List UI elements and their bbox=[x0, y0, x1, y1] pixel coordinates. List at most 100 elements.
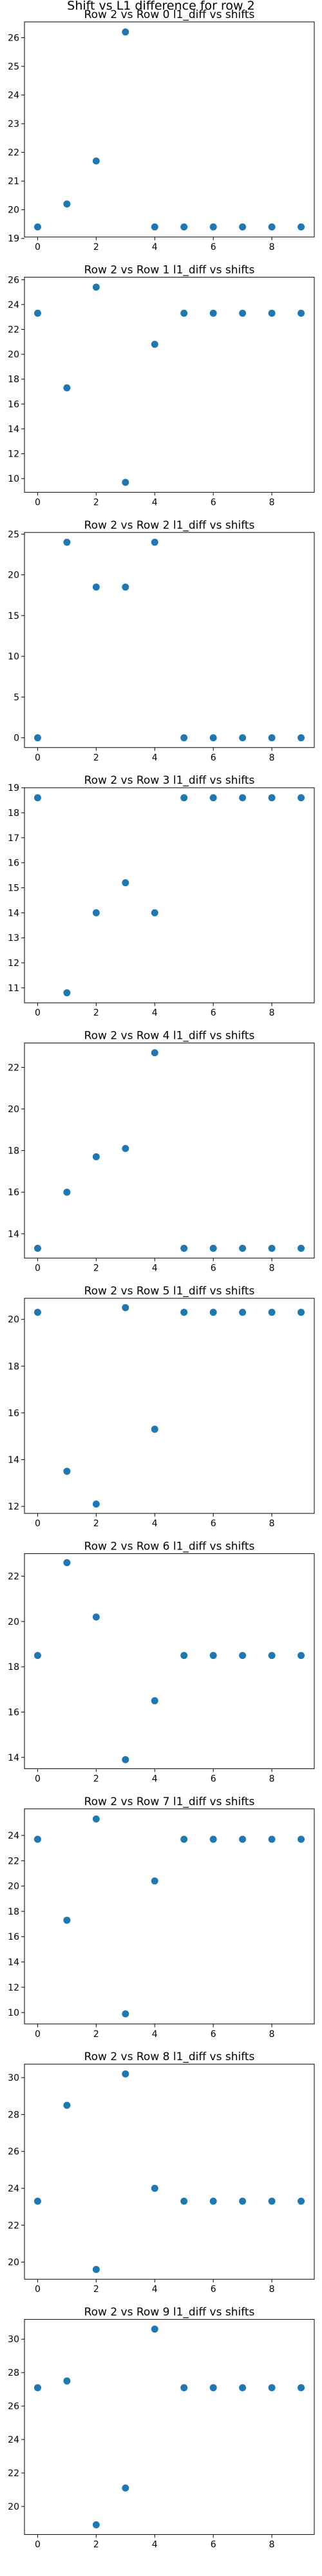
y-tick-label: 20 bbox=[8, 205, 19, 216]
data-point bbox=[33, 1652, 41, 1660]
data-point bbox=[268, 1835, 276, 1843]
subplot-title: Row 2 vs Row 7 l1_diff vs shifts bbox=[84, 1795, 255, 1808]
x-tick-label: 8 bbox=[269, 1519, 275, 1529]
data-point bbox=[33, 794, 41, 802]
y-tick-label: 11 bbox=[8, 983, 19, 994]
data-point bbox=[122, 2070, 129, 2078]
y-tick-label: 20 bbox=[8, 1617, 19, 1627]
y-tick-label: 25 bbox=[8, 529, 19, 540]
subplot-title: Row 2 vs Row 2 l1_diff vs shifts bbox=[84, 519, 255, 532]
y-tick-label: 18 bbox=[8, 1146, 19, 1157]
data-point bbox=[63, 1468, 71, 1475]
x-tick-label: 0 bbox=[35, 1008, 41, 1018]
data-point bbox=[239, 2384, 247, 2392]
data-point bbox=[209, 1309, 217, 1316]
x-tick-label: 6 bbox=[211, 753, 216, 763]
x-tick-label: 8 bbox=[269, 2029, 275, 2040]
data-point bbox=[63, 538, 71, 546]
y-tick-label: 0 bbox=[14, 734, 19, 744]
data-point bbox=[268, 1244, 276, 1252]
data-point bbox=[209, 1835, 217, 1843]
data-point bbox=[298, 223, 305, 231]
x-tick-label: 8 bbox=[269, 242, 275, 252]
data-point bbox=[122, 583, 129, 591]
data-point bbox=[180, 1244, 188, 1252]
x-tick-label: 2 bbox=[93, 1519, 99, 1529]
y-tick-label: 23 bbox=[8, 119, 19, 129]
y-tick-label: 25 bbox=[8, 62, 19, 72]
data-point bbox=[239, 794, 247, 802]
data-point bbox=[209, 734, 217, 742]
data-point bbox=[239, 1652, 247, 1660]
data-point bbox=[151, 341, 158, 348]
data-point bbox=[298, 1309, 305, 1316]
y-tick-label: 19 bbox=[8, 783, 19, 793]
data-point bbox=[180, 734, 188, 742]
data-point bbox=[92, 2521, 100, 2529]
data-point bbox=[92, 583, 100, 591]
axes-frame bbox=[24, 532, 315, 748]
x-tick-label: 6 bbox=[211, 2540, 216, 2550]
data-point bbox=[298, 1835, 305, 1843]
x-tick-label: 4 bbox=[152, 2284, 158, 2295]
y-tick-label: 19 bbox=[8, 234, 19, 244]
y-tick-label: 16 bbox=[8, 858, 19, 869]
subplot-title: Row 2 vs Row 0 l1_diff vs shifts bbox=[84, 8, 255, 21]
data-point bbox=[33, 1835, 41, 1843]
y-tick-label: 20 bbox=[8, 350, 19, 360]
data-point bbox=[151, 1697, 158, 1705]
x-tick-label: 4 bbox=[152, 753, 158, 763]
subplot-panel-5: Row 2 vs Row 5 l1_diff vs shifts 0 2 4 6 8 12 1… bbox=[8, 1285, 315, 1529]
y-tick-label: 24 bbox=[8, 300, 19, 310]
y-tick-label: 16 bbox=[8, 1188, 19, 1198]
data-point bbox=[180, 1835, 188, 1843]
axes-frame bbox=[24, 1298, 315, 1514]
y-tick-label: 26 bbox=[8, 33, 19, 43]
y-tick-label: 20 bbox=[8, 1315, 19, 1325]
axes-frame bbox=[24, 1808, 315, 2025]
y-tick-label: 18 bbox=[8, 1361, 19, 1372]
data-point bbox=[239, 2197, 247, 2205]
x-tick-label: 2 bbox=[93, 2284, 99, 2295]
x-tick-label: 8 bbox=[269, 1008, 275, 1018]
data-point bbox=[63, 2377, 71, 2385]
y-tick-label: 10 bbox=[8, 652, 19, 662]
y-tick-label: 14 bbox=[8, 1455, 19, 1466]
data-point bbox=[180, 2197, 188, 2205]
subplot-title: Row 2 vs Row 6 l1_diff vs shifts bbox=[84, 1540, 255, 1553]
y-tick-label: 12 bbox=[8, 1983, 19, 1993]
data-point bbox=[298, 309, 305, 317]
data-point bbox=[209, 2384, 217, 2392]
y-tick-label: 24 bbox=[8, 91, 19, 101]
x-tick-label: 8 bbox=[269, 497, 275, 507]
axes-frame bbox=[24, 276, 315, 493]
data-point bbox=[122, 478, 129, 486]
data-point bbox=[122, 1304, 129, 1312]
data-point bbox=[151, 909, 158, 916]
data-point bbox=[92, 1153, 100, 1160]
x-tick-label: 0 bbox=[35, 242, 41, 252]
y-tick-label: 16 bbox=[8, 1708, 19, 1718]
subplot-title: Row 2 vs Row 8 l1_diff vs shifts bbox=[84, 2050, 255, 2063]
y-tick-label: 20 bbox=[8, 571, 19, 581]
data-point bbox=[151, 1877, 158, 1885]
x-tick-label: 4 bbox=[152, 1774, 158, 1784]
data-point bbox=[239, 1835, 247, 1843]
y-tick-label: 16 bbox=[8, 1932, 19, 1942]
subplot-title: Row 2 vs Row 9 l1_diff vs shifts bbox=[84, 2306, 255, 2319]
y-tick-label: 24 bbox=[8, 1831, 19, 1841]
y-tick-label: 5 bbox=[14, 692, 19, 703]
data-point bbox=[33, 309, 41, 317]
x-tick-label: 4 bbox=[152, 2540, 158, 2550]
y-tick-label: 30 bbox=[8, 2073, 19, 2083]
data-point bbox=[122, 1144, 129, 1152]
y-tick-label: 20 bbox=[8, 1882, 19, 1892]
data-point bbox=[268, 1309, 276, 1316]
data-point bbox=[151, 1049, 158, 1057]
x-tick-label: 4 bbox=[152, 2029, 158, 2040]
data-point bbox=[122, 2484, 129, 2492]
data-point bbox=[180, 1652, 188, 1660]
x-tick-label: 6 bbox=[211, 1774, 216, 1784]
